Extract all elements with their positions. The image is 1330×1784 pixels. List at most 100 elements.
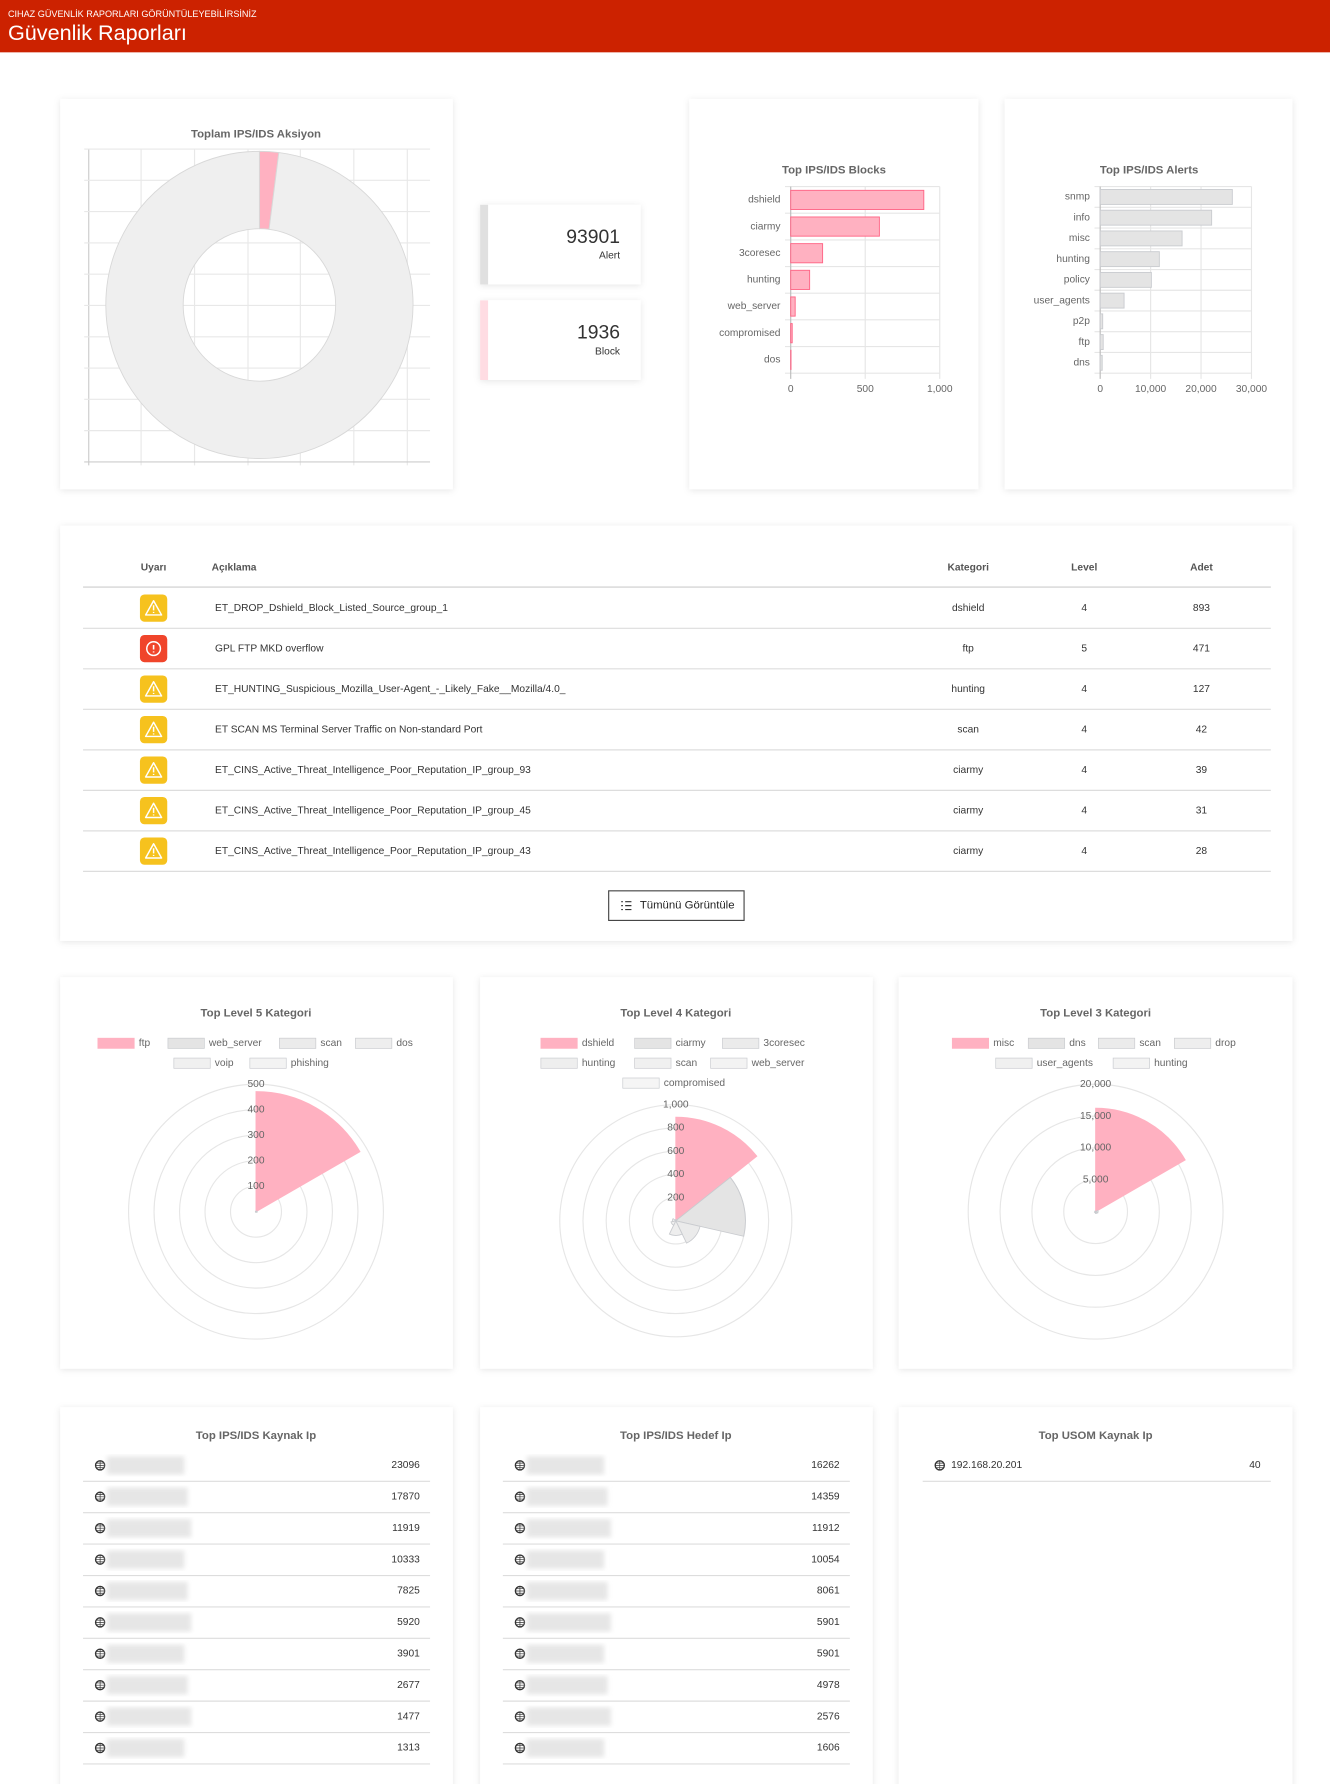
legend-swatch (951, 1037, 990, 1049)
chart-title: Toplam IPS/IDS Aksiyon (191, 128, 321, 140)
globe-icon (95, 1712, 105, 1722)
ip-redacted (526, 1676, 608, 1695)
ip-count: 7825 (397, 1586, 420, 1597)
globe-icon (515, 1649, 525, 1659)
y-tick-label: dos (764, 355, 780, 366)
view-all-button[interactable]: Tümünü Görüntüle (608, 890, 745, 921)
chart-title: Top Level 5 Kategori (201, 1008, 312, 1020)
globe-icon (95, 1680, 105, 1690)
x-tick-label: 30,000 (1236, 384, 1268, 395)
globe-icon (515, 1492, 525, 1502)
globe-icon (515, 1712, 525, 1722)
bar (790, 189, 925, 210)
table-cell: 4 (1081, 603, 1087, 614)
legend-label: compromised (664, 1078, 726, 1089)
ip-count: 5920 (397, 1617, 420, 1628)
polar-wedge (255, 1091, 361, 1213)
y-tick-label: dshield (748, 195, 781, 206)
globe-icon (935, 1460, 945, 1470)
x-tick-label: 500 (857, 384, 874, 395)
r-tick-label: 200 (247, 1155, 264, 1166)
ip-count: 3901 (397, 1648, 420, 1659)
legend-swatch (1027, 1037, 1066, 1049)
polar-wedge (675, 1116, 758, 1222)
alert-icon (139, 715, 168, 744)
stat-accent (480, 204, 489, 285)
grid-ring (559, 1104, 793, 1338)
y-tick-label: dns (1073, 358, 1089, 369)
alert-icon (139, 796, 168, 825)
globe-icon (515, 1617, 525, 1627)
globe-icon (515, 1743, 525, 1753)
r-tick-label: 800 (667, 1123, 684, 1134)
globe-icon (95, 1492, 105, 1502)
stat-label: Alert (599, 251, 620, 262)
legend-label: ciarmy (676, 1038, 707, 1049)
ip-count: 10333 (391, 1554, 420, 1565)
bar (1099, 354, 1103, 371)
card (689, 98, 979, 490)
ip-redacted (526, 1707, 611, 1726)
table-cell: ET_DROP_Dshield_Block_Listed_Source_grou… (215, 603, 448, 614)
polar-wedge (674, 1220, 701, 1244)
ip-count: 11919 (392, 1523, 420, 1534)
legend-swatch (634, 1037, 672, 1049)
r-tick-label: 20,000 (1080, 1079, 1112, 1090)
legend-swatch (173, 1057, 211, 1069)
card (1004, 98, 1293, 490)
alert-icon (139, 675, 168, 703)
polar-wedge (674, 1219, 677, 1222)
ip-count: 4978 (817, 1680, 840, 1691)
alert-icon (139, 634, 168, 663)
table-cell: GPL FTP MKD overflow (215, 643, 324, 654)
stat-label: Block (595, 346, 621, 357)
y-tick-label: hunting (1056, 254, 1090, 265)
table-cell: ciarmy (953, 846, 984, 857)
table-cell: scan (957, 724, 979, 735)
alert-icon (139, 837, 168, 865)
ip-redacted (106, 1738, 185, 1758)
globe-icon (515, 1460, 525, 1470)
legend-swatch (622, 1077, 660, 1089)
y-tick-label: compromised (719, 328, 781, 339)
table-header: Level (1071, 562, 1097, 573)
ip-count: 17870 (391, 1491, 420, 1502)
chart-title: Top IPS/IDS Alerts (1100, 165, 1198, 177)
ip-count: 10054 (811, 1554, 840, 1565)
globe-icon (95, 1649, 105, 1659)
legend-label: hunting (1154, 1058, 1188, 1069)
x-tick-label: 1,000 (927, 384, 953, 395)
r-tick-label: 600 (667, 1146, 684, 1157)
globe-icon (95, 1743, 105, 1753)
stat-value: 93901 (566, 226, 620, 248)
bar (1099, 292, 1125, 309)
r-tick-label: 300 (247, 1130, 264, 1141)
header-title: Güvenlik Raporları (8, 20, 187, 45)
table-cell: 127 (1193, 684, 1210, 695)
list-title: Top IPS/IDS Kaynak Ip (196, 1430, 316, 1442)
ip-count: 1606 (817, 1743, 840, 1754)
table-cell: 471 (1193, 643, 1210, 654)
globe-icon (515, 1523, 525, 1533)
bar (790, 269, 811, 290)
polar-wedge (1095, 1107, 1186, 1213)
bar (790, 323, 793, 344)
table-cell: 5 (1081, 643, 1087, 654)
ip-redacted (526, 1644, 605, 1663)
globe-icon (95, 1586, 105, 1596)
grid-ring (967, 1083, 1224, 1340)
ip-count: 5901 (817, 1648, 840, 1659)
globe-icon (95, 1617, 105, 1627)
ip-redacted (106, 1519, 192, 1538)
globe-icon (95, 1523, 105, 1533)
bar (1099, 334, 1104, 350)
x-tick-label: 0 (1097, 384, 1103, 395)
ip-count: 1477 (397, 1711, 420, 1722)
legend-label: scan (1139, 1038, 1161, 1049)
y-tick-label: p2p (1073, 316, 1090, 327)
legend-label: dshield (582, 1038, 615, 1049)
ip-redacted (526, 1519, 611, 1538)
legend-swatch (540, 1037, 578, 1049)
card (898, 1407, 1293, 1784)
table-header: Kategori (947, 562, 989, 573)
